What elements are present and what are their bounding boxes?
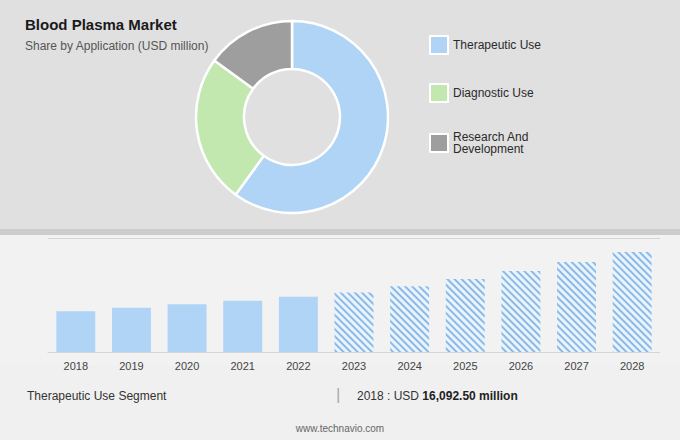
- svg-text:2025: 2025: [453, 360, 477, 372]
- svg-text:Research And: Research And: [453, 130, 529, 144]
- svg-text:2024: 2024: [397, 360, 421, 372]
- svg-text:2028: 2028: [620, 360, 644, 372]
- svg-text:2023: 2023: [342, 360, 366, 372]
- svg-text:2019: 2019: [119, 360, 143, 372]
- svg-text:16,092.50 million: 16,092.50 million: [422, 389, 517, 403]
- svg-text:2020: 2020: [175, 360, 199, 372]
- svg-text:2021: 2021: [230, 360, 254, 372]
- svg-text:2018: 2018: [64, 360, 88, 372]
- svg-text:www.technavio.com: www.technavio.com: [295, 423, 384, 434]
- svg-text:2027: 2027: [564, 360, 588, 372]
- svg-text:Blood Plasma Market: Blood Plasma Market: [25, 16, 177, 33]
- svg-text:Share by Application (USD mill: Share by Application (USD million): [25, 39, 208, 53]
- svg-text:2018 : USD: 2018 : USD: [357, 389, 422, 403]
- svg-text:2026: 2026: [509, 360, 533, 372]
- svg-text:Development: Development: [453, 142, 524, 156]
- svg-text:2022: 2022: [286, 360, 310, 372]
- svg-text:|: |: [336, 385, 340, 404]
- svg-text:Therapeutic Use Segment: Therapeutic Use Segment: [27, 389, 167, 403]
- svg-text:Therapeutic Use: Therapeutic Use: [453, 38, 541, 52]
- svg-text:Diagnostic Use: Diagnostic Use: [453, 86, 534, 100]
